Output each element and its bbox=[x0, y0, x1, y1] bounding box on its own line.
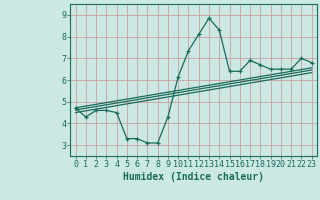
X-axis label: Humidex (Indice chaleur): Humidex (Indice chaleur) bbox=[123, 172, 264, 182]
